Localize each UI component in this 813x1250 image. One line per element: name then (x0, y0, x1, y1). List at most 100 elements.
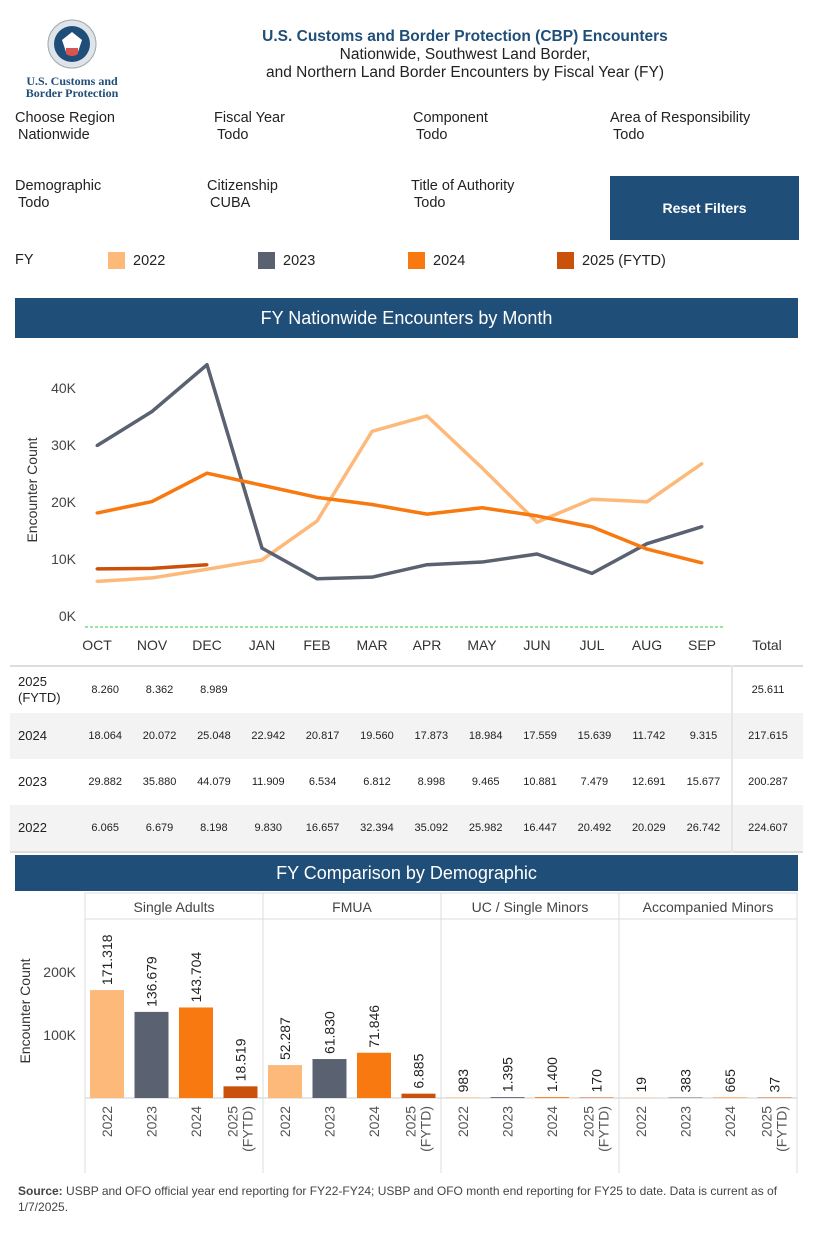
filter-label: Area of Responsibility (610, 110, 751, 126)
filter-citizenship[interactable]: Citizenship CUBA (207, 178, 278, 212)
data-point (95, 444, 99, 448)
cell: 18.064 (88, 730, 122, 742)
data-point (150, 566, 154, 570)
legend-swatch (408, 252, 425, 269)
bar (268, 1065, 302, 1098)
cell: 22.942 (251, 730, 286, 742)
legend-item[interactable]: 2024 (408, 252, 465, 269)
x-tick-label: 2023 (678, 1106, 694, 1137)
data-point (315, 495, 319, 499)
legend-item[interactable]: 2023 (258, 252, 315, 269)
data-point (95, 579, 99, 583)
bar-value-label: 170 (589, 1069, 605, 1093)
reset-filters-button[interactable]: Reset Filters (610, 176, 799, 240)
bar (134, 1011, 169, 1098)
logo-text: U.S. Customs and Border Protection (25, 74, 119, 100)
x-tick-label: 2025 (403, 1106, 419, 1137)
y-axis-label: Encounter Count (17, 958, 33, 1063)
bar (490, 1097, 525, 1098)
table-row: 2023 29.882 35.880 44.079 11.909 6.534 6.812 8.… (10, 759, 803, 805)
bar-chart-title: FY Comparison by Demographic (15, 855, 798, 891)
cell: 17.559 (523, 730, 557, 742)
y-tick-label: 10K (51, 551, 77, 567)
source-label: Source: (18, 1184, 63, 1198)
filter-value[interactable]: Todo (18, 195, 50, 211)
legend-item[interactable]: 2025 (FYTD) (557, 252, 666, 269)
subtitle-2: and Northern Land Border Encounters by F… (265, 64, 665, 81)
filter-demographic[interactable]: Demographic Todo (15, 178, 101, 212)
y-tick-label: 40K (51, 380, 77, 396)
cell: 26.742 (686, 822, 721, 834)
row-label: 2025 (FYTD) (18, 674, 61, 705)
bar-value-label: 61.830 (322, 1011, 338, 1054)
bar (90, 990, 124, 1098)
filter-value[interactable]: Todo (217, 127, 249, 143)
x-tick-label: MAR (356, 637, 387, 653)
data-point (480, 506, 484, 510)
data-point (425, 563, 429, 567)
filter-fiscal-year[interactable]: Fiscal Year Todo (214, 110, 285, 144)
cell: 9.315 (689, 730, 718, 742)
bar (312, 1059, 347, 1098)
x-tick-label: APR (413, 637, 442, 653)
data-point (480, 466, 484, 470)
filter-title-of-authority[interactable]: Title of Authority Todo (411, 178, 514, 212)
cell: 6.812 (363, 776, 391, 788)
row-total: 217.615 (731, 713, 803, 759)
cell: 7.479 (580, 776, 609, 788)
source-note: Source: USBP and OFO official year end r… (18, 1183, 808, 1215)
data-point (645, 542, 649, 546)
x-tick-label: 2024 (366, 1106, 382, 1137)
cell: 8.260 (91, 684, 119, 696)
x-tick-label: FEB (303, 637, 330, 653)
legend-label: FY (15, 252, 34, 268)
line-chart-title: FY Nationwide Encounters by Month (15, 298, 798, 338)
row-total: 25.611 (731, 666, 803, 713)
filter-value[interactable]: Todo (416, 127, 448, 143)
data-point (535, 520, 539, 524)
data-point (150, 409, 154, 413)
data-point (260, 483, 264, 487)
data-point (205, 471, 209, 475)
bar (624, 1097, 658, 1098)
y-axis-label: Encounter Count (24, 437, 40, 542)
filter-label: Fiscal Year (214, 110, 285, 126)
legend-text: 2023 (283, 252, 316, 269)
bar-value-label: 136.679 (144, 956, 160, 1007)
bar-value-label: 383 (678, 1069, 694, 1093)
filter-value[interactable]: Nationwide (18, 127, 90, 143)
data-point (150, 576, 154, 580)
data-point (95, 511, 99, 515)
x-tick-label: 2022 (99, 1106, 115, 1137)
bar-value-label: 19 (633, 1077, 649, 1093)
filter-area-of-responsibility[interactable]: Area of Responsibility Todo (610, 110, 750, 144)
legend-swatch (258, 252, 275, 269)
bar (357, 1052, 391, 1098)
data-point (95, 567, 99, 571)
row-total: 224.607 (731, 805, 803, 852)
cbp-logo: U.S. Customs and Border Protection (22, 18, 122, 99)
cell: 16.447 (523, 822, 557, 834)
data-point (535, 552, 539, 556)
x-tick-label: 2025 (759, 1106, 775, 1137)
cell (350, 666, 404, 713)
table-row: 2022 6.065 6.679 8.198 9.830 16.657 32.394 35.0… (10, 805, 803, 852)
filter-choose-region[interactable]: Choose Region Nationwide (15, 110, 115, 144)
x-tick-label: JAN (249, 637, 275, 653)
legend-swatch (108, 252, 125, 269)
bar-value-label: 71.846 (366, 1005, 382, 1048)
table-row: 2024 18.064 20.072 25.048 22.942 20.817 19.560… (10, 713, 803, 759)
legend-item[interactable]: 2022 (108, 252, 165, 269)
bar (579, 1097, 614, 1098)
y-tick-label: 200K (43, 964, 76, 980)
filter-value[interactable]: Todo (414, 195, 446, 211)
filter-component[interactable]: Component Todo (413, 110, 488, 144)
cell: 9.465 (471, 776, 500, 788)
filter-value[interactable]: CUBA (210, 195, 251, 211)
cbp-seal-icon (47, 19, 97, 69)
cell: 20.492 (577, 822, 612, 834)
cell (459, 666, 513, 713)
cell: 35.092 (414, 822, 449, 834)
data-point (590, 525, 594, 529)
filter-value[interactable]: Todo (613, 127, 645, 143)
